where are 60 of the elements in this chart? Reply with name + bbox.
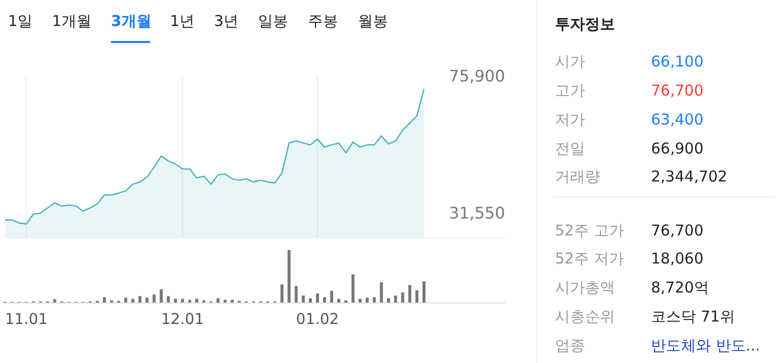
bar — [152, 294, 156, 303]
bar — [380, 282, 383, 303]
bar — [408, 284, 412, 303]
category-label: 3개월 — [111, 12, 152, 30]
bar — [330, 290, 334, 303]
text: 66,900 — [651, 139, 704, 158]
bar — [351, 274, 354, 303]
bar — [323, 297, 326, 303]
bar — [294, 286, 298, 303]
category-label: 전일 — [555, 139, 585, 158]
category-label: 1일 — [8, 12, 33, 30]
bar — [308, 298, 312, 303]
bar — [138, 296, 142, 303]
category-label: 업종 — [555, 336, 585, 354]
bar — [280, 284, 284, 303]
category-label: 52주 고가 — [555, 221, 624, 240]
category-label: 3년 — [214, 12, 239, 30]
category-label: 거래량 — [555, 167, 600, 186]
text: 63,400 — [651, 110, 704, 128]
text: 18,060 — [651, 249, 704, 268]
category-label: 시가총액 — [555, 278, 615, 296]
category-label: 시총순위 — [555, 307, 615, 326]
y-tick-label: 75,900 — [449, 66, 505, 86]
x-tick-label: 12.01 — [161, 310, 204, 328]
text: 66,100 — [651, 52, 704, 70]
x-tick-label: 11.01 — [4, 310, 48, 328]
bar — [166, 296, 170, 303]
bar — [394, 296, 398, 303]
y-tick-label: 31,550 — [449, 204, 505, 223]
text: 76,700 — [651, 81, 704, 100]
category-label: 주봉 — [308, 12, 338, 30]
bar — [316, 293, 319, 303]
text: 2,344,702 — [651, 167, 728, 186]
category-label: 시가 — [555, 52, 585, 70]
x-tick-label: 01.02 — [296, 310, 339, 328]
bar — [160, 289, 163, 303]
bar — [302, 296, 305, 303]
bar — [216, 298, 220, 303]
category-label: 저가 — [555, 110, 585, 128]
text: 8,720억 — [651, 278, 709, 296]
bar — [288, 250, 291, 303]
text: 반도체와 반도... — [651, 336, 760, 354]
bar — [422, 281, 426, 303]
category-label: 1개월 — [52, 12, 92, 30]
bar — [386, 298, 390, 303]
bar — [372, 297, 376, 303]
bar — [124, 298, 128, 303]
bar — [366, 298, 369, 303]
text: 코스닥 71위 — [651, 307, 735, 326]
text: 투자정보 — [555, 15, 615, 33]
bar — [415, 290, 418, 303]
category-label: 52주 저가 — [555, 249, 624, 268]
bar — [102, 297, 106, 303]
bar — [401, 292, 404, 303]
text: 76,700 — [651, 221, 704, 240]
bar — [146, 298, 149, 303]
category-label: 월봉 — [358, 12, 388, 30]
category-label: 1년 — [170, 12, 195, 30]
category-label: 일봉 — [258, 12, 288, 30]
category-label: 고가 — [555, 81, 585, 100]
